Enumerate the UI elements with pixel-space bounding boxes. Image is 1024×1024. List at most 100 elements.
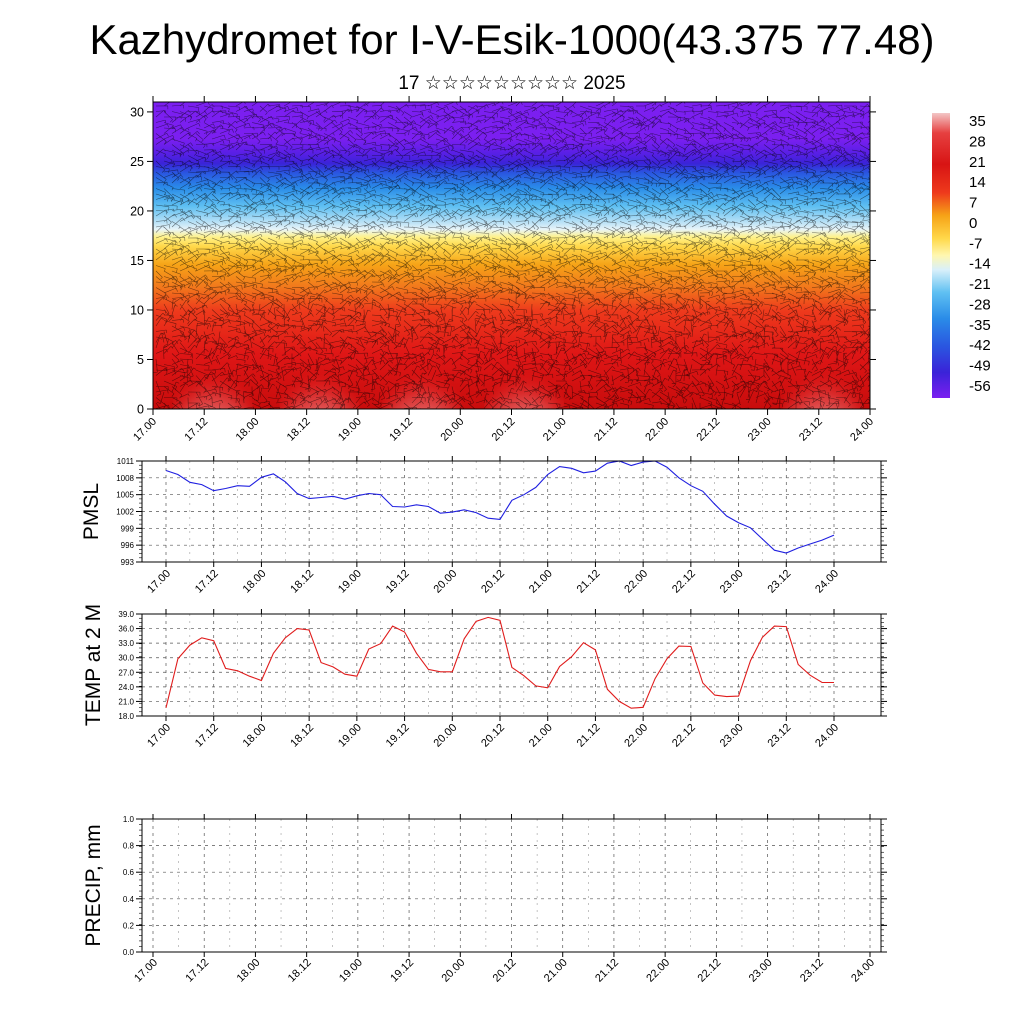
precip-panel-xtick-label: 22.00 <box>644 957 672 985</box>
pmsl-panel-xtick-label: 23.00 <box>718 568 746 596</box>
heatmap-xtick-label: 17.12 <box>182 416 210 444</box>
colorbar-label: 14 <box>969 174 986 191</box>
heatmap-xtick-label: 21.12 <box>592 416 620 444</box>
pmsl-panel-xtick-label: 18.12 <box>288 568 316 596</box>
temp-panel-ytick-label: 36.0 <box>118 625 134 634</box>
temp-panel-ytick-label: 24.0 <box>118 683 134 692</box>
precip-panel-ylabel: PRECIP, mm <box>82 824 105 946</box>
pmsl-panel-frame <box>141 460 882 563</box>
precip-panel-xtick-label: 18.00 <box>235 957 263 985</box>
pmsl-panel-ytick-label: 1008 <box>116 474 134 483</box>
precip-panel-xtick-label: 18.12 <box>286 957 314 985</box>
chart-subtitle: 17 ☆☆☆☆☆☆☆☆☆ 2025 <box>398 73 626 94</box>
wind-barbs <box>153 102 870 409</box>
pmsl-panel-ytick-label: 993 <box>121 558 135 567</box>
colorbar-label: 0 <box>969 215 977 232</box>
temp-panel-xtick-label: 17.12 <box>193 722 221 750</box>
warm-cell-layer <box>172 347 864 409</box>
precip-panel-ytick-label: 0.2 <box>123 921 135 930</box>
colorbar-label: 7 <box>969 195 977 212</box>
colorbar-label: -42 <box>969 337 991 354</box>
precip-panel-xtick-label: 19.00 <box>337 957 365 985</box>
heatmap-ytick-label: 30 <box>130 105 144 119</box>
colorbar-labels: 35 28 21 14 7 0 -7 -14 -21 -28 -35 -42 -49 -56 <box>969 113 991 395</box>
heatmap-ytick-label: 20 <box>130 204 144 218</box>
precip-panel-ytick-label: 0.8 <box>123 842 135 851</box>
temp-panel-xtick-label: 20.12 <box>479 722 507 750</box>
temp-panel-xtick-label: 18.12 <box>288 722 316 750</box>
temp-panel-ytick-label: 18.0 <box>118 712 134 721</box>
precip-panel-frame <box>141 818 882 953</box>
heatmap-xtick-label: 24.00 <box>848 416 876 444</box>
temp-panel-ylabel: TEMP at 2 M <box>82 604 105 726</box>
precip-panel-xtick-label: 17.12 <box>183 957 211 985</box>
temp-panel-xtick-label: 24.00 <box>813 722 841 750</box>
pmsl-panel-xtick-label: 20.00 <box>431 568 459 596</box>
heatmap-xtick-label: 19.12 <box>387 416 415 444</box>
temp-panel-xtick-label: 20.00 <box>431 722 459 750</box>
colorbar-label: 35 <box>969 113 986 130</box>
colorbar: 35 28 21 14 7 0 -7 -14 -21 -28 -35 -42 -49 -56 <box>932 113 991 398</box>
pmsl-panel-xtick-label: 19.00 <box>336 568 364 596</box>
heatmap-xtick-label: 20.00 <box>438 416 466 444</box>
heatmap-xtick-label: 20.12 <box>490 416 518 444</box>
colorbar-label: 21 <box>969 154 986 171</box>
chart-title: Kazhydromet for I-V-Esik-1000(43.375 77.… <box>89 16 935 63</box>
pmsl-panel-ytick-label: 1002 <box>116 508 134 517</box>
pmsl-panel-xtick-label: 22.00 <box>622 568 650 596</box>
colorbar-label: 28 <box>969 133 986 150</box>
heatmap-xtick-label: 23.12 <box>797 416 825 444</box>
pmsl-panel-background <box>142 461 881 562</box>
colorbar-label: -7 <box>969 235 982 252</box>
heatmap-ytick-label: 5 <box>137 353 144 367</box>
precip-panel-ytick-label: 0.6 <box>123 868 135 877</box>
precip-panel-xtick-label: 20.00 <box>439 957 467 985</box>
temp-panel-xtick-label: 23.12 <box>765 722 793 750</box>
temp-panel-xtick-label: 21.00 <box>527 722 555 750</box>
precip-panel: 17.00 17.12 18.00 18.12 19.00 19.12 20.00 20.12… <box>82 814 887 985</box>
pmsl-panel: 17.00 17.12 18.00 18.12 19.00 19.12 20.00 20.12… <box>80 456 887 596</box>
pmsl-panel-xtick-label: 20.12 <box>479 568 507 596</box>
temp-panel-series-line <box>165 616 834 709</box>
pmsl-panel-xtick-label: 23.12 <box>765 568 793 596</box>
pmsl-panel-ytick-label: 1005 <box>116 491 134 500</box>
temperature-profile-heatmap: 0 5 10 15 20 25 30 17.00 17.12 18.00 18.12 19.00 19… <box>130 96 876 444</box>
pmsl-panel-ytick-label: 999 <box>121 524 135 533</box>
heatmap-ytick-label: 10 <box>130 303 144 317</box>
pmsl-panel-ytick-label: 996 <box>121 541 135 550</box>
precip-panel-xtick-label: 21.00 <box>542 957 570 985</box>
pmsl-panel-xtick-label: 17.00 <box>145 568 173 596</box>
temp-panel-xtick-label: 19.12 <box>384 722 412 750</box>
temp-panel-xtick-label: 18.00 <box>241 722 269 750</box>
pmsl-panel-xtick-label: 18.00 <box>241 568 269 596</box>
colorbar-label: -35 <box>969 317 991 334</box>
temp-panel-xtick-label: 17.00 <box>145 722 173 750</box>
pmsl-panel-series-line <box>165 460 835 554</box>
pmsl-panel-ylabel: PMSL <box>80 483 103 540</box>
pmsl-panel-ytick-label: 1011 <box>117 457 135 466</box>
temp-panel-ytick-label: 33.0 <box>118 639 134 648</box>
temp-panel: 17.00 17.12 18.00 18.12 19.00 19.12 20.00 20.12… <box>82 604 887 750</box>
pmsl-panel-xtick-label: 21.00 <box>527 568 555 596</box>
precip-panel-ytick-label: 0.4 <box>123 895 135 904</box>
pmsl-panel-xtick-label: 24.00 <box>813 568 841 596</box>
heatmap-xtick-label: 17.00 <box>131 416 159 444</box>
temp-panel-xtick-label: 22.12 <box>670 722 698 750</box>
heatmap-xtick-label: 22.12 <box>695 416 723 444</box>
colorbar-label: -28 <box>969 296 991 313</box>
colorbar-label: -14 <box>969 256 991 273</box>
precip-panel-xtick-label: 19.12 <box>388 957 416 985</box>
precip-panel-ytick-label: 1.0 <box>123 815 135 824</box>
wind-barb-layer <box>153 102 870 409</box>
heatmap-xtick-label: 18.12 <box>285 416 313 444</box>
precip-panel-xtick-label: 24.00 <box>849 957 877 985</box>
temp-panel-ytick-label: 39.0 <box>118 610 134 619</box>
heatmap-ytick-label: 25 <box>130 155 144 169</box>
colorbar-label: -56 <box>969 378 991 395</box>
precip-panel-xtick-label: 21.12 <box>593 957 621 985</box>
heatmap-xtick-label: 22.00 <box>643 416 671 444</box>
colorbar-gradient <box>932 113 950 398</box>
pmsl-panel-xtick-label: 21.12 <box>575 568 603 596</box>
pmsl-panel-xtick-label: 17.12 <box>193 568 221 596</box>
heatmap-xtick-label: 23.00 <box>746 416 774 444</box>
